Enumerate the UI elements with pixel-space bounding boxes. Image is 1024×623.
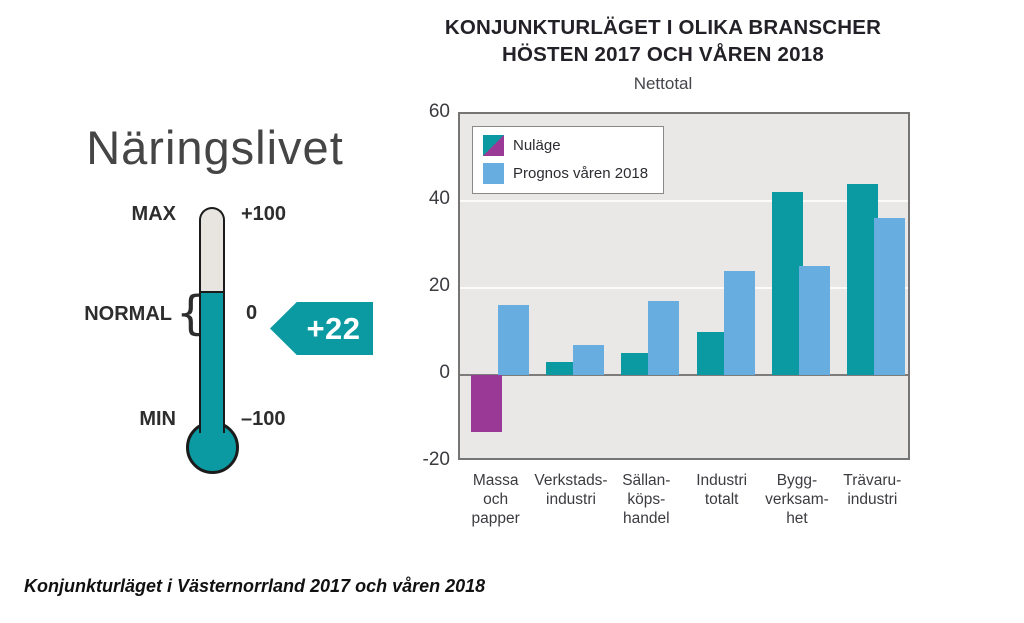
category-label-line: industri	[847, 491, 898, 508]
y-tick-label: -20	[422, 449, 450, 470]
bar-prognos-1	[497, 305, 529, 375]
category-label-line: papper	[471, 510, 520, 527]
y-tick-label: 60	[428, 101, 450, 122]
category-label-line: totalt	[704, 491, 739, 508]
category-label-1: Massa och papper	[458, 471, 533, 528]
legend-label-prognos: Prognos våren 2018	[513, 165, 649, 182]
chart-subtitle: Nettotal	[633, 74, 693, 93]
thermometer-max-value: +100	[241, 203, 287, 225]
category-label-line: Industri	[696, 472, 748, 489]
current-value-arrow-icon: +22	[270, 302, 373, 355]
prognos-swatch-icon	[483, 163, 504, 184]
nulage-swatch-icon	[483, 135, 504, 156]
category-label-line: Sällan-	[622, 472, 671, 489]
current-value: +22	[306, 310, 361, 346]
category-label-2: Verkstads-industri	[533, 471, 608, 528]
category-label-line: handel	[623, 510, 670, 527]
plot-area: Nuläge Prognos våren 2018	[458, 112, 910, 460]
gridline-40	[460, 200, 908, 202]
bar-nulage-5	[772, 192, 803, 375]
category-label-line: Trävaru-	[843, 472, 902, 489]
legend-item-prognos: Prognos våren 2018	[483, 163, 653, 184]
chart-title: KONJUNKTURLÄGET I OLIKA BRANSCHER HÖSTEN…	[428, 14, 898, 97]
bar-prognos-2	[573, 344, 604, 375]
x-axis-labels: Massa och papper Verkstads-industri Sällan-k…	[458, 471, 910, 528]
thermometer-tube	[199, 207, 225, 433]
bar-nulage-3	[621, 353, 653, 375]
bar-prognos-6	[874, 218, 906, 375]
business-sector-title: Näringslivet	[86, 121, 344, 174]
bar-prognos-4	[723, 270, 755, 375]
category-label-3: Sällan-köps-handel	[609, 471, 684, 528]
bar-prognos-5	[799, 266, 830, 375]
category-label-line: industri	[546, 491, 596, 508]
bar-nulage-4	[696, 331, 728, 375]
bar-nulage-1	[470, 375, 502, 432]
category-label-6: Trävaru-industri	[835, 471, 910, 528]
legend: Nuläge Prognos våren 2018	[472, 126, 664, 194]
category-label-line: verksam-	[765, 491, 829, 508]
thermometer-min-label: MIN	[139, 408, 176, 430]
category-label-line: Massa	[472, 472, 519, 489]
thermometer-zero-value: 0	[246, 302, 258, 324]
y-axis-labels: 60 40 20 0 -20	[396, 101, 450, 470]
y-tick-label: 20	[428, 275, 450, 296]
gridline-20	[460, 287, 908, 289]
zero-axis-line	[460, 374, 908, 376]
legend-label-nulage: Nuläge	[513, 137, 561, 154]
category-label-line: het	[786, 510, 808, 527]
chart-title-line1: KONJUNKTURLÄGET I OLIKA BRANSCHER	[444, 16, 882, 39]
y-tick-label: 40	[428, 188, 450, 209]
bar-nulage-6	[847, 183, 879, 375]
thermometer-normal-label: NORMAL	[84, 303, 172, 325]
category-label-5: Bygg-verksam-het	[759, 471, 834, 528]
bar-prognos-3	[648, 301, 680, 375]
thermometer-fill	[201, 291, 223, 433]
category-label-line: Verkstads-	[534, 472, 608, 489]
y-tick-label: 0	[439, 362, 450, 383]
bar-nulage-2	[546, 361, 577, 375]
category-label-line: och	[483, 491, 509, 508]
legend-item-nulage: Nuläge	[483, 135, 653, 156]
chart-title-line2: HÖSTEN 2017 OCH VÅREN 2018	[502, 43, 824, 66]
thermometer-max-label: MAX	[131, 203, 176, 225]
thermometer-min-value: –100	[241, 408, 286, 430]
category-label-line: Bygg-	[776, 472, 818, 489]
category-label-line: köps-	[627, 491, 666, 508]
caption: Konjunkturläget i Västernorrland 2017 oc…	[24, 576, 486, 596]
category-label-4: Industri totalt	[684, 471, 759, 528]
